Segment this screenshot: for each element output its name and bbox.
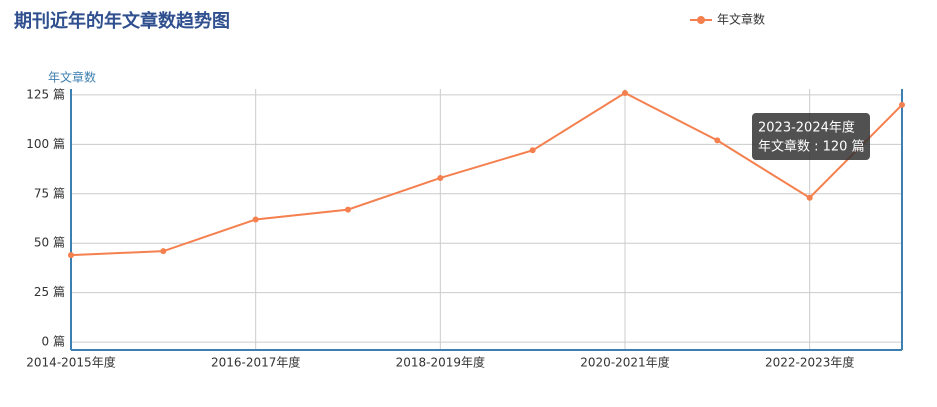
- point: [806, 194, 813, 201]
- chart-title: 期刊近年的年文章数趋势图: [14, 10, 230, 32]
- line: [70, 91, 903, 257]
- y-axis-label: 年文章数: [48, 70, 96, 85]
- point: [529, 147, 536, 154]
- point: [622, 89, 628, 96]
- x-tick-label: 2020-2021年度: [580, 355, 669, 370]
- y-tick-label: 100 篇: [26, 136, 65, 151]
- point: [160, 248, 167, 255]
- x-tick-label: 2014-2015年度: [26, 355, 115, 370]
- x-tick-label: 2016-2017年度: [211, 355, 300, 370]
- tooltip-title: 2023-2024年度: [758, 120, 855, 136]
- y-tick-label: 50 篇: [34, 235, 65, 250]
- legend-marker: [697, 16, 705, 24]
- y-tick-label: 75 篇: [34, 185, 65, 200]
- tooltip-box: [752, 113, 870, 160]
- x-tick-label: 2018-2019年度: [396, 355, 485, 370]
- point: [714, 137, 721, 144]
- point: [252, 216, 259, 223]
- tooltip-text: 年文章数 : 120 篇: [758, 139, 865, 155]
- y-tick-label: 125 篇: [26, 86, 65, 101]
- x-tick-label: 2022-2023年度: [765, 355, 854, 370]
- point: [899, 101, 905, 108]
- y-tick-label: 25 篇: [34, 284, 65, 299]
- point: [437, 174, 444, 181]
- legend-label: 年文章数: [717, 12, 765, 27]
- y-tick-label: 0 篇: [42, 334, 65, 349]
- point: [68, 252, 74, 259]
- point: [345, 206, 351, 213]
